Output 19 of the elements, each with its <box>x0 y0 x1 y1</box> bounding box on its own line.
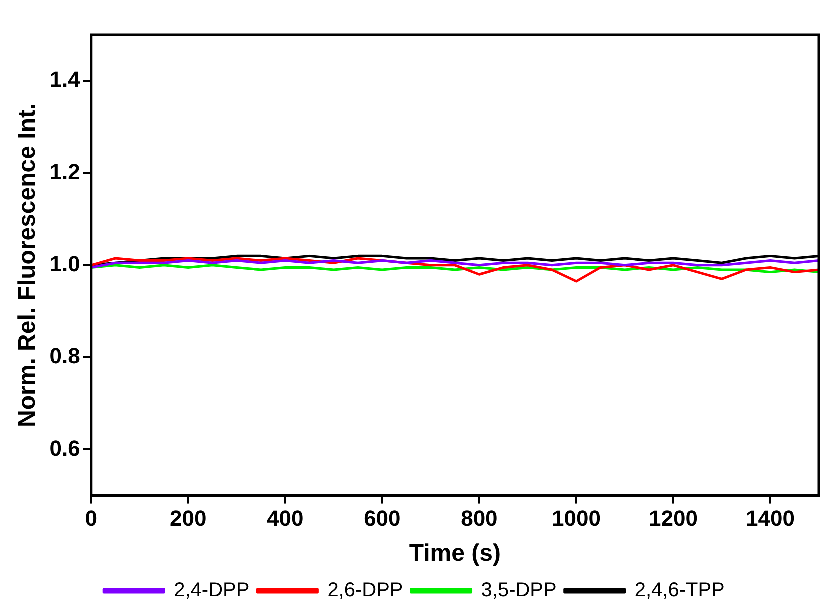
x-tick-label: 0 <box>85 506 98 532</box>
legend-label: 2,4-DPP <box>174 580 250 602</box>
legend-label: 2,6-DPP <box>328 580 404 602</box>
y-tick-label: 1.0 <box>50 251 80 276</box>
x-axis-title: Time (s) <box>409 540 501 568</box>
y-tick-label: 1.2 <box>50 159 80 184</box>
x-tick-label: 1200 <box>649 506 698 532</box>
y-axis-title: Norm. Rel. Fluorescence Int. <box>14 103 42 428</box>
y-tick-label: 0.6 <box>50 436 80 461</box>
legend-label: 2,4,6-TPP <box>634 580 725 602</box>
x-tick-label: 800 <box>461 506 498 532</box>
x-tick-label: 600 <box>364 506 401 532</box>
y-tick-label: 0.8 <box>50 344 80 369</box>
x-tick-label: 400 <box>267 506 304 532</box>
y-tick-label: 1.4 <box>50 67 82 92</box>
x-tick-label: 200 <box>170 506 207 532</box>
legend-label: 3,5-DPP <box>481 580 557 602</box>
x-tick-label: 1000 <box>552 506 601 532</box>
x-tick-label: 1400 <box>746 506 795 532</box>
